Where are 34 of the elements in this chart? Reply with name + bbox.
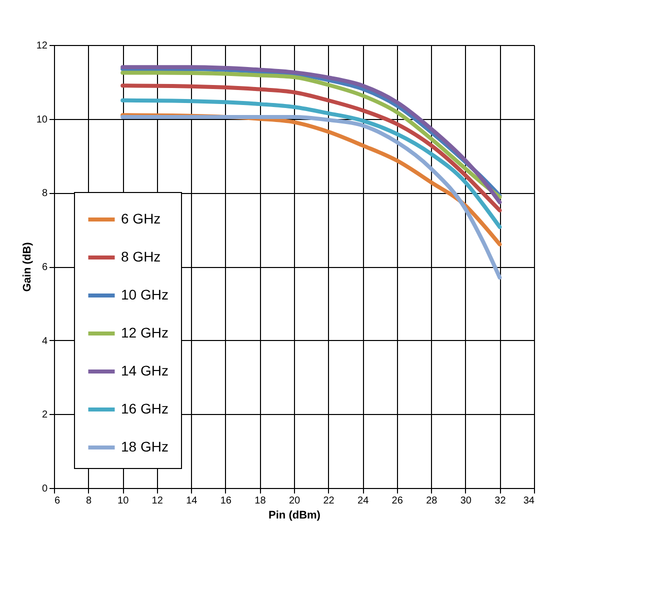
x-tick-label: 26 (392, 496, 404, 506)
x-tick-label: 6 (54, 496, 60, 506)
legend-label: 12 GHz (121, 324, 168, 340)
legend-label: 6 GHz (121, 210, 161, 226)
line-series (120, 84, 502, 212)
x-tick-label: 28 (426, 496, 438, 506)
y-tick-label: 10 (36, 114, 48, 126)
y-axis-title: Gain (dB) (21, 242, 34, 292)
y-tick-label: 8 (42, 188, 48, 200)
y-tick-label: 12 (36, 40, 48, 52)
line-series (120, 114, 502, 280)
legend-label: 16 GHz (121, 400, 168, 416)
x-axis-title: Pin (dBm) (268, 510, 321, 522)
y-tick-label: 4 (42, 336, 48, 347)
legend-label: 10 GHz (121, 286, 168, 302)
legend-label: 18 GHz (121, 438, 168, 454)
line-series (120, 98, 502, 229)
y-tick-label: 2 (42, 410, 48, 421)
x-tick-label: 14 (186, 496, 198, 506)
x-tick-label: 16 (220, 496, 232, 506)
x-tick-label: 32 (494, 496, 506, 506)
x-tick-label: 24 (358, 496, 370, 506)
y-tick-label: 6 (42, 262, 48, 273)
x-tick-label: 34 (523, 496, 535, 506)
x-tick-label: 20 (288, 496, 300, 506)
x-tick-label: 8 (86, 496, 92, 506)
x-tick-label: 30 (460, 496, 472, 506)
legend-label: 8 GHz (121, 248, 161, 264)
x-tick-label: 10 (118, 496, 130, 506)
x-tick-label: 12 (152, 496, 164, 506)
y-tick-label: 0 (42, 484, 48, 494)
x-tick-label: 18 (254, 496, 266, 506)
legend-label: 14 GHz (121, 362, 168, 378)
x-tick-label: 22 (323, 496, 335, 506)
